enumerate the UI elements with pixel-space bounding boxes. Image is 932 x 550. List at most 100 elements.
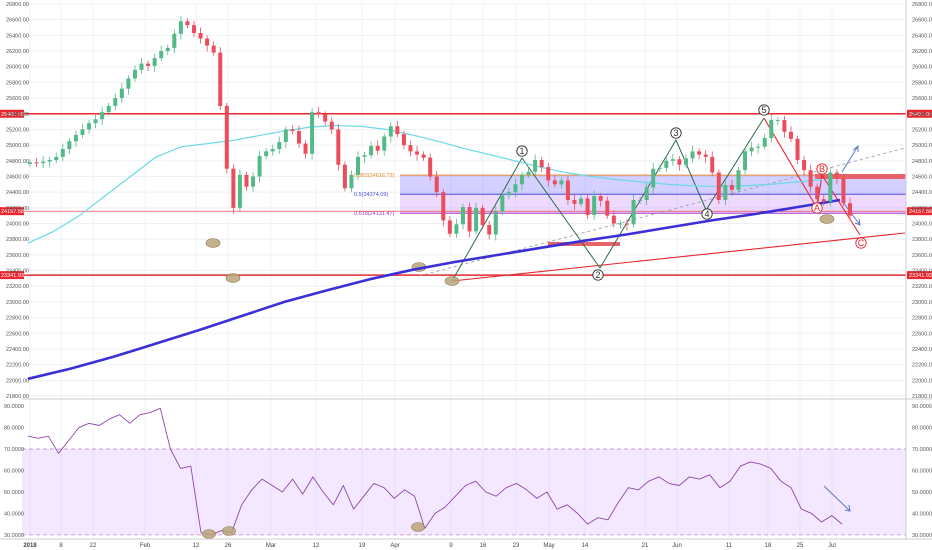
- wave-label: A: [814, 203, 820, 213]
- rsi-tick-label-right: 40.0000: [912, 511, 932, 517]
- x-tick-label: 26: [225, 543, 232, 549]
- candle-body: [28, 162, 32, 164]
- y-tick-label-left: 23400.00: [6, 269, 29, 275]
- price-tag-right: [907, 207, 932, 216]
- candle-body: [283, 129, 288, 142]
- candle-body: [73, 134, 78, 142]
- candle-body: [579, 198, 584, 204]
- candle-body: [677, 159, 682, 165]
- candle-body: [356, 156, 360, 175]
- x-tick-label: 14: [582, 543, 589, 549]
- candle-body: [756, 146, 761, 148]
- ma-slow-line: [27, 198, 841, 381]
- y-tick-label-left: 25800.00: [6, 80, 29, 86]
- x-tick-label: 23: [513, 543, 520, 549]
- y-tick-label-right: 25600.00: [912, 96, 932, 102]
- candle-body: [106, 105, 111, 113]
- candle-body: [710, 156, 715, 173]
- candle-body: [841, 178, 846, 204]
- y-tick-label-left: 25000.00: [6, 143, 29, 149]
- candle-body: [697, 151, 702, 155]
- candle-body: [624, 223, 629, 225]
- y-tick-label-left: 22400.00: [6, 347, 29, 353]
- fib-level-label: 0.5(24374.09): [354, 192, 388, 198]
- wave-circle: [592, 269, 604, 281]
- candle-body: [664, 160, 669, 168]
- candle-body: [651, 168, 656, 188]
- wave-circle: [516, 145, 528, 157]
- price-tag-left-text: 23341.93: [1, 273, 24, 279]
- candle-body: [552, 180, 557, 185]
- y-tick-label-left: 24600.00: [6, 174, 29, 180]
- y-tick-label-right: 23000.00: [912, 300, 932, 306]
- x-tick-label: 2018: [23, 543, 37, 549]
- candle-body: [460, 207, 465, 225]
- candle-body: [559, 180, 564, 185]
- grid-lines: [22, 3, 906, 537]
- x-tick-label: 19: [359, 543, 366, 549]
- candle-body: [520, 174, 524, 185]
- y-tick-label-right: 24200.00: [912, 206, 932, 212]
- rsi-tick-label-right: 60.0000: [912, 469, 932, 475]
- y-tick-label-right: 22600.00: [912, 331, 932, 337]
- y-tick-label-right: 22200.00: [912, 363, 932, 369]
- candle-body: [848, 203, 852, 216]
- x-tick-label: 12: [313, 543, 320, 549]
- candle-body: [132, 69, 137, 79]
- y-tick-label-left: 21800.00: [6, 394, 29, 400]
- candle-body: [500, 195, 505, 212]
- candle-body: [34, 162, 39, 164]
- candle-body: [828, 172, 833, 202]
- rsi-arrow: [823, 485, 851, 512]
- candle-body: [277, 141, 282, 150]
- candle-body: [270, 149, 275, 152]
- x-tick-label: 9: [449, 543, 453, 549]
- price-tag-right-text: 25400.00: [909, 112, 932, 118]
- candle-body: [244, 174, 249, 187]
- y-tick-label-right: 22000.00: [912, 378, 932, 384]
- candle-body: [736, 170, 741, 190]
- candle-body: [60, 149, 65, 157]
- wave-label: 1: [519, 146, 524, 156]
- candle-body: [434, 176, 439, 193]
- y-tick-label-left: 26800.00: [6, 2, 29, 8]
- rsi-panel: 90.0000 90.0000 80.0000 80.0000 70.0000 70.00…: [4, 404, 932, 539]
- price-tag-right: [907, 109, 932, 118]
- candle-body: [670, 159, 675, 161]
- wave-circle: [811, 202, 823, 214]
- wave-label: B: [819, 164, 825, 174]
- fib-zone-lower: [400, 194, 906, 214]
- price-tag-left: [0, 207, 24, 216]
- y-tick-label-right: 25800.00: [912, 80, 932, 86]
- candle-body: [342, 164, 347, 189]
- x-tick-label: 8: [59, 543, 63, 549]
- rsi-arrowhead: [844, 504, 851, 512]
- rsi-tick-label-left: 50.0000: [4, 490, 24, 496]
- candle-body: [795, 138, 800, 161]
- x-tick-label: 11: [726, 543, 733, 549]
- wave-annotations: 1 2 3 4 5 A B C: [516, 104, 867, 281]
- y-tick-label-left: 26400.00: [6, 33, 29, 39]
- y-tick-label-left: 25600.00: [6, 96, 29, 102]
- candle-body: [205, 38, 210, 46]
- candle-body: [716, 172, 721, 200]
- x-tick-label: 21: [642, 543, 649, 549]
- candle-body: [218, 52, 223, 106]
- x-tick-label: 25: [797, 543, 804, 549]
- x-tick-label: Apr: [390, 543, 399, 549]
- candle-body: [224, 105, 229, 169]
- y-tick-label-left: 23200.00: [6, 284, 29, 290]
- projection-arrowhead-up: [852, 144, 859, 152]
- candle-body: [834, 172, 839, 179]
- x-tick-label: Jul: [828, 543, 836, 549]
- y-tick-label-right: 26800.00: [912, 2, 932, 8]
- y-tick-label-right: 23400.00: [912, 269, 932, 275]
- candle-body: [165, 47, 170, 52]
- candle-body: [454, 224, 459, 234]
- wave-circle: [816, 163, 828, 175]
- candle-body: [113, 98, 118, 106]
- x-tick-label: May: [543, 543, 554, 549]
- candle-body: [185, 21, 190, 26]
- y-tick-label-right: 24800.00: [912, 159, 932, 165]
- y-tick-label-right: 25000.00: [912, 143, 932, 149]
